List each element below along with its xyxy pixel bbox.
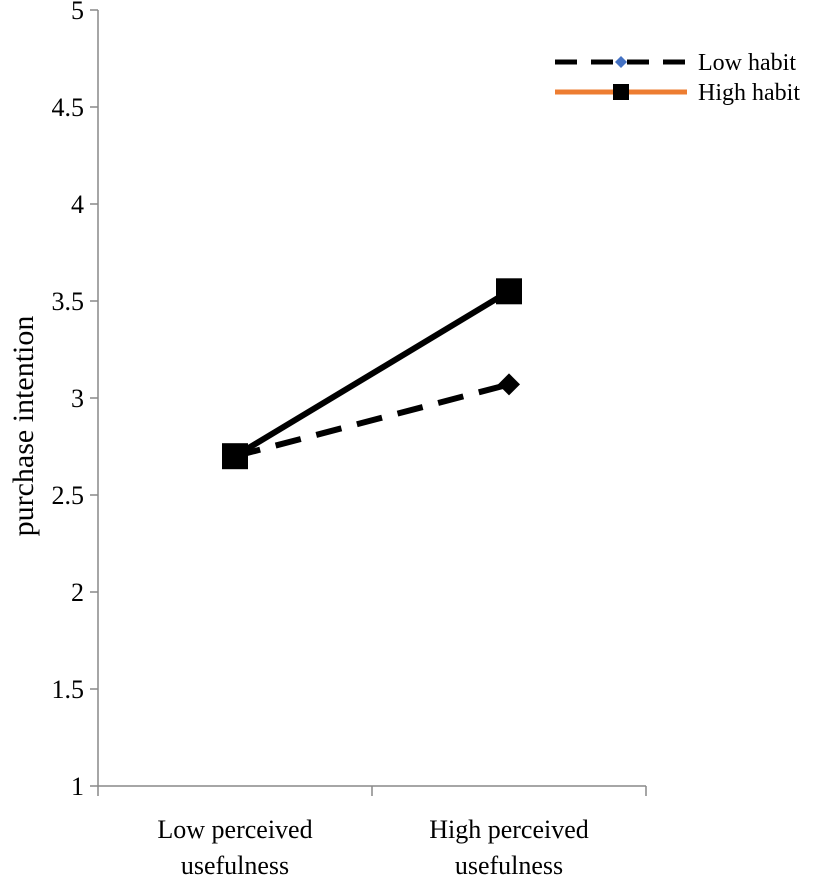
x-tick-label: High perceived usefulness xyxy=(429,815,589,880)
y-ticks: 1 1.5 2 2.5 3 3.5 4 4.5 5 xyxy=(52,0,98,801)
legend-label: High habit xyxy=(698,80,800,106)
legend: Low habit High habit xyxy=(555,50,800,106)
series-line xyxy=(234,381,510,460)
series-line xyxy=(233,288,511,459)
data-point xyxy=(496,278,522,305)
y-axis-title: purchase intention xyxy=(7,316,40,537)
series-high-habit xyxy=(222,278,522,470)
y-axis: 1 1.5 2 2.5 3 3.5 4 4.5 5 xyxy=(52,0,99,801)
legend-marker xyxy=(615,56,627,68)
y-tick-label: 3 xyxy=(71,384,84,413)
x-ticks: Low perceived usefulness High perceived use… xyxy=(97,786,647,880)
y-tick-label: 4.5 xyxy=(52,93,85,122)
y-tick-label: 2.5 xyxy=(52,481,85,510)
legend-label: Low habit xyxy=(698,50,796,76)
y-tick-label: 5 xyxy=(71,0,84,25)
data-point xyxy=(224,445,246,468)
x-tick-label: Low perceived usefulness xyxy=(157,815,312,880)
data-point xyxy=(498,373,520,396)
legend-item: High habit xyxy=(555,80,800,106)
x-axis: Low perceived usefulness High perceived use… xyxy=(97,785,647,880)
y-tick-label: 1 xyxy=(71,772,84,801)
plot-series xyxy=(222,278,522,470)
legend-item: Low habit xyxy=(555,50,796,76)
y-tick-label: 4 xyxy=(71,190,84,219)
y-tick-label: 3.5 xyxy=(52,287,85,316)
y-tick-label: 2 xyxy=(71,578,84,607)
legend-marker xyxy=(613,84,629,100)
y-tick-label: 1.5 xyxy=(52,675,85,704)
series-low-habit xyxy=(224,373,520,468)
